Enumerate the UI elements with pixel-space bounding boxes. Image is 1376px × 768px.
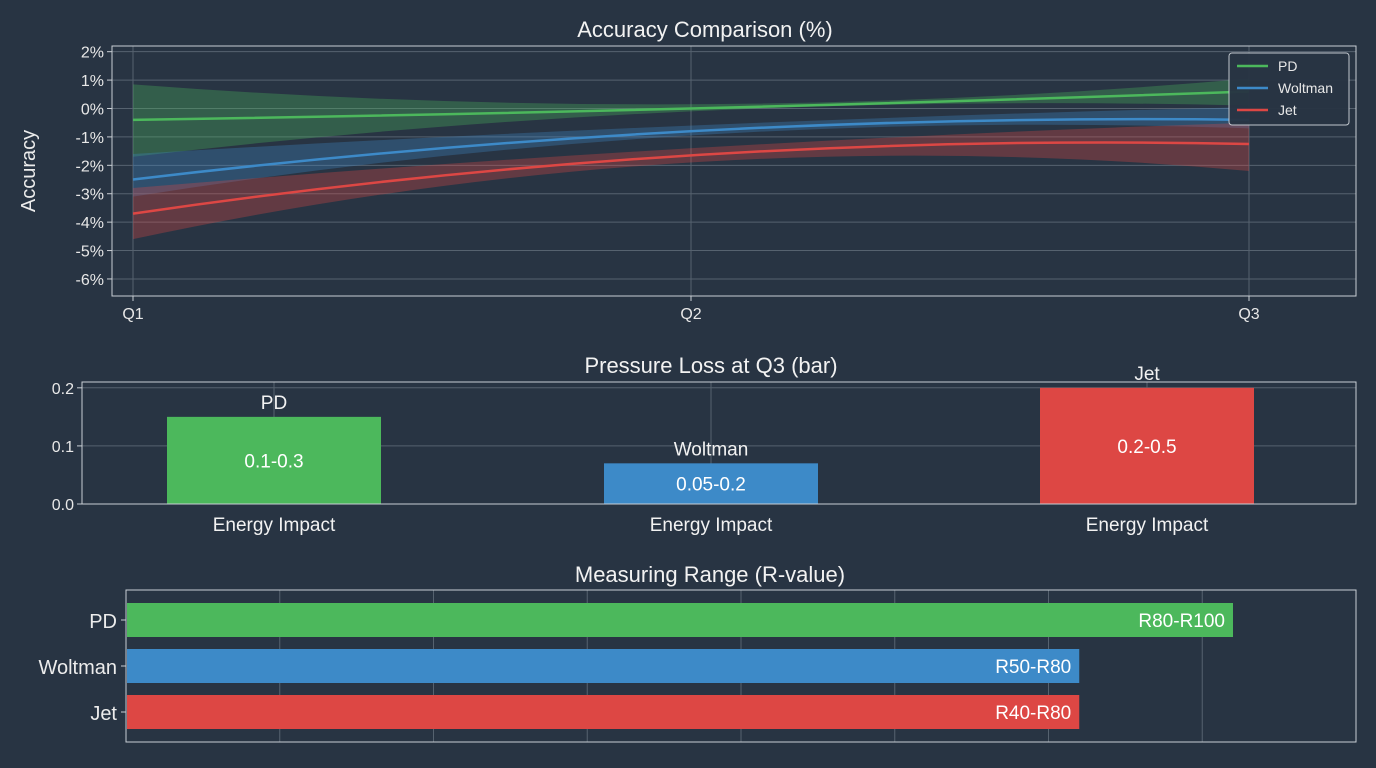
legend-label-woltman: Woltman: [1278, 80, 1333, 96]
x-tick-label: Energy Impact: [213, 515, 336, 536]
accuracy-plot-frame: [111, 45, 1357, 297]
confidence-band-woltman: [133, 107, 1249, 197]
accuracy-x-ticks: Q1 Q2 Q3: [122, 296, 1260, 323]
accuracy-y-axis-label: Accuracy: [18, 130, 40, 212]
bar-range-label-pd: 0.1-0.3: [244, 451, 303, 472]
y-tick-label: 2%: [81, 45, 104, 62]
bar-series-name-woltman: Woltman: [674, 439, 749, 460]
range-bar-label-jet: R40-R80: [995, 703, 1071, 724]
bar-woltman: [604, 463, 818, 504]
y-tick-label: PD: [89, 611, 117, 633]
bar-jet: [1040, 387, 1254, 504]
series-line-woltman: [132, 117, 1250, 181]
y-tick-label: 0.2: [52, 381, 74, 398]
x-tick-label: Q3: [1238, 306, 1259, 323]
range-bar-jet: [127, 695, 1080, 729]
y-tick-label: -1%: [76, 130, 104, 147]
x-tick-label: Energy Impact: [650, 515, 773, 536]
pressure-loss-chart: Pressure Loss at Q3 (bar) PD 0.1-0.3 Woltm…: [52, 353, 1357, 536]
measuring-range-title: Measuring Range (R-value): [575, 562, 845, 587]
legend-box: [1228, 52, 1350, 126]
x-tick-label: Q2: [680, 306, 701, 323]
bar-series-name-jet: Jet: [1134, 364, 1160, 385]
y-tick-label: Woltman: [38, 657, 117, 679]
bar-range-label-woltman: 0.05-0.2: [676, 475, 746, 496]
pressure-loss-bars: PD 0.1-0.3 Woltman 0.05-0.2 Jet 0.2-0.5: [167, 364, 1254, 504]
legend-label-pd: PD: [1278, 58, 1297, 74]
accuracy-bands: [133, 78, 1249, 240]
y-tick-label: 0.1: [52, 439, 74, 456]
legend-entries: PD Woltman Jet: [1237, 58, 1333, 118]
range-bar-pd: [127, 603, 1233, 637]
y-tick-label: 0.0: [52, 497, 74, 514]
pressure-loss-title: Pressure Loss at Q3 (bar): [584, 353, 837, 378]
measuring-range-chart: Measuring Range (R-value) R80-R100 R50-R8…: [38, 562, 1357, 743]
x-tick-label: Energy Impact: [1086, 515, 1209, 536]
confidence-band-jet: [133, 122, 1249, 240]
range-bar-label-pd: R80-R100: [1138, 611, 1225, 632]
accuracy-chart: Accuracy Comparison (%) 2% 1% 0% -1% -2% -3% -…: [18, 17, 1357, 323]
bar-range-label-jet: 0.2-0.5: [1117, 437, 1176, 458]
range-bar-label-woltman: R50-R80: [995, 657, 1071, 678]
accuracy-y-ticks: 2% 1% 0% -1% -2% -3% -4% -5% -6%: [76, 45, 112, 289]
pressure-loss-plot-frame: [81, 381, 1357, 505]
y-tick-label: 0%: [81, 102, 104, 119]
y-tick-label: -2%: [76, 158, 104, 175]
accuracy-chart-title: Accuracy Comparison (%): [577, 17, 833, 42]
pressure-loss-x-ticks: Energy Impact Energy Impact Energy Impact: [213, 515, 1209, 536]
y-tick-label: -3%: [76, 187, 104, 204]
bar-series-name-pd: PD: [261, 393, 287, 414]
series-line-jet: [132, 141, 1250, 215]
series-line-pd: [132, 90, 1250, 122]
y-tick-label: -4%: [76, 215, 104, 232]
accuracy-legend: PD Woltman Jet: [1228, 52, 1350, 126]
measuring-range-y-ticks: PD Woltman Jet: [38, 611, 126, 725]
confidence-band-pd: [133, 78, 1249, 157]
range-bar-woltman: [127, 649, 1080, 683]
accuracy-lines: [132, 90, 1250, 215]
x-tick-label: Q1: [122, 306, 143, 323]
y-tick-label: 1%: [81, 73, 104, 90]
pressure-loss-y-ticks: 0.0 0.1 0.2: [52, 381, 82, 514]
y-tick-label: -6%: [76, 272, 104, 289]
y-tick-label: -5%: [76, 244, 104, 261]
y-tick-label: Jet: [90, 703, 117, 725]
legend-label-jet: Jet: [1278, 102, 1297, 118]
bar-pd: [167, 416, 381, 504]
measuring-range-bars: R80-R100 R50-R80 R40-R80: [127, 603, 1233, 729]
